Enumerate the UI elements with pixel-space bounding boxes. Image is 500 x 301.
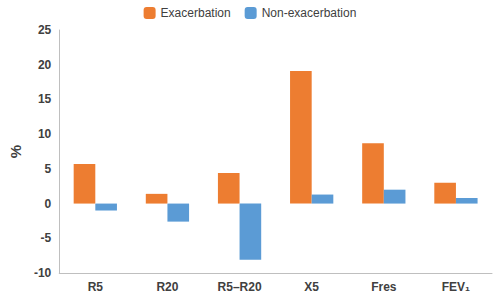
svg-text:R5–R20: R5–R20 <box>218 280 262 294</box>
svg-text:X5: X5 <box>304 280 319 294</box>
svg-text:10: 10 <box>38 127 52 141</box>
svg-text:Non-exacerbation: Non-exacerbation <box>262 6 357 20</box>
svg-text:R5: R5 <box>88 280 104 294</box>
svg-text:R20: R20 <box>156 280 178 294</box>
svg-text:25: 25 <box>38 23 52 37</box>
svg-text:5: 5 <box>45 162 52 176</box>
svg-text:Exacerbation: Exacerbation <box>161 6 231 20</box>
svg-text:20: 20 <box>38 58 52 72</box>
svg-text:%: % <box>7 145 24 158</box>
svg-text:-5: -5 <box>41 231 52 245</box>
svg-text:-10: -10 <box>34 266 52 280</box>
svg-text:15: 15 <box>38 92 52 106</box>
svg-text:0: 0 <box>45 197 52 211</box>
svg-text:FEV₁: FEV₁ <box>442 280 470 294</box>
svg-text:Fres: Fres <box>371 280 397 294</box>
